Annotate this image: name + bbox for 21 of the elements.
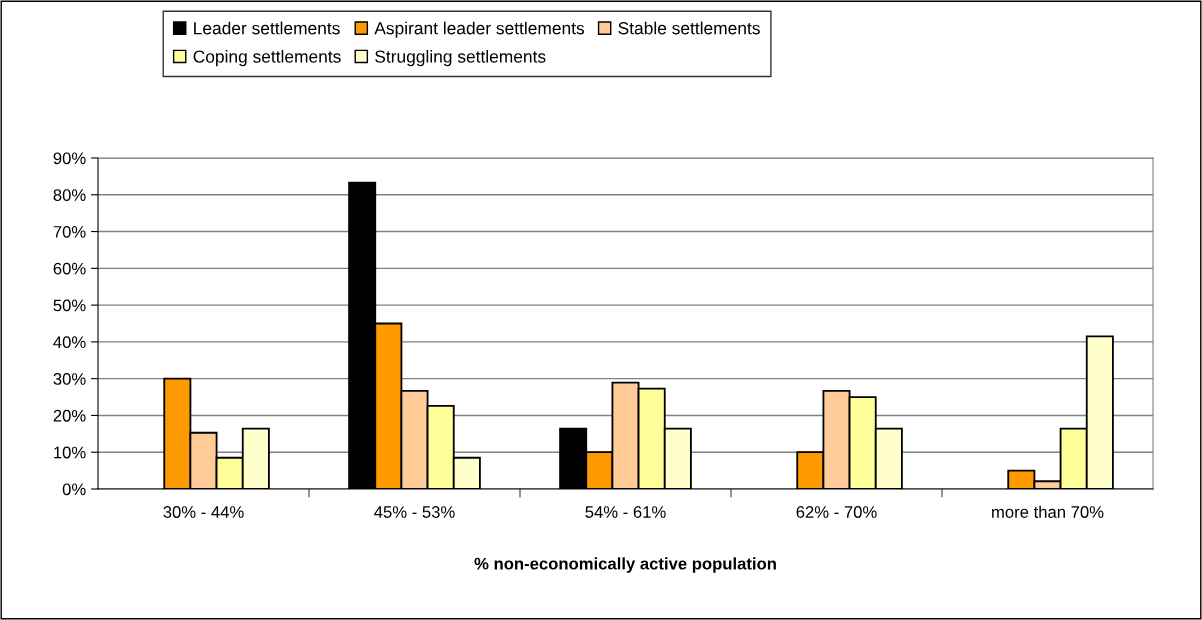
y-tick-label: 60% xyxy=(53,262,86,275)
y-tick-label: 80% xyxy=(53,189,86,201)
y-tick-label: 20% xyxy=(53,409,86,422)
y-tick-label: 10% xyxy=(54,446,86,459)
legend-label: Leader settlements xyxy=(194,21,340,35)
y-tick-label: 30% xyxy=(53,373,86,385)
y-tick-label: 70% xyxy=(53,225,86,238)
y-tick-label: 0% xyxy=(62,483,86,496)
x-tick-label: 62% - 70% xyxy=(796,506,877,518)
legend-label: Struggling settlements xyxy=(375,49,546,67)
y-tick-label: 90% xyxy=(53,152,86,165)
x-tick-label: 30% - 44% xyxy=(163,506,244,518)
legend-label: Aspirant leader settlements xyxy=(374,21,585,38)
x-tick-label: more than 70% xyxy=(992,505,1104,518)
y-tick-label: 50% xyxy=(53,299,86,312)
x-axis-title: % non-economically active population xyxy=(474,557,776,573)
legend-label: Coping settlements xyxy=(193,49,341,67)
y-tick-label: 40% xyxy=(53,336,86,349)
x-tick-label: 54% - 61% xyxy=(585,506,666,518)
legend-label: Stable settlements xyxy=(618,21,760,35)
x-tick-label: 45% - 53% xyxy=(374,506,455,518)
